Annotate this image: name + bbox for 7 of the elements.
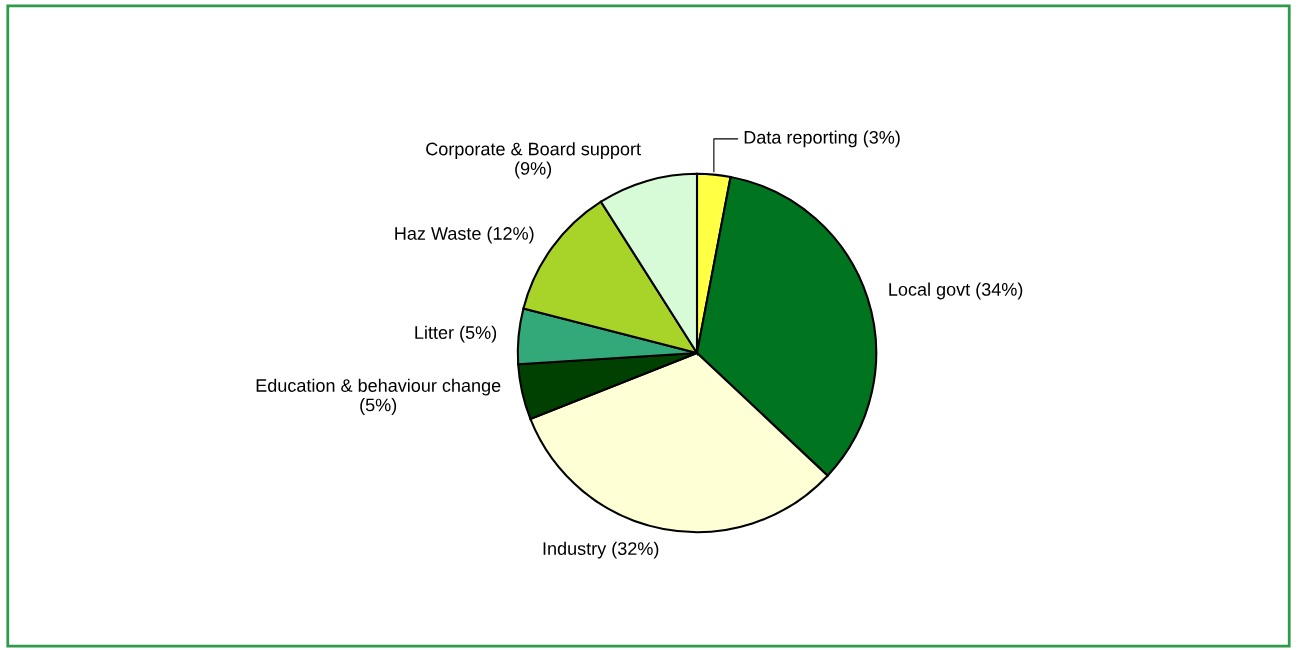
slice-label: Industry (32%) — [543, 541, 659, 559]
slice-label: Litter (5%) — [415, 325, 497, 343]
slice-label: Haz Waste (12%) — [395, 226, 534, 244]
slice-label: Data reporting (3%) — [744, 130, 900, 148]
slice-label: Local govt (34%) — [889, 282, 1023, 300]
slice-label: Education & behaviour change (5%) — [256, 378, 501, 415]
slice-label: Corporate & Board support (9%) — [426, 142, 641, 179]
